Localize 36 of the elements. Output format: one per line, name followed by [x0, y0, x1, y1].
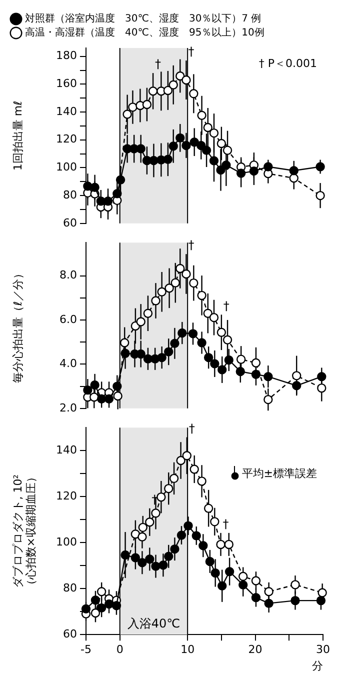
band-label: 入浴40℃ — [127, 616, 180, 631]
x-tick-label: 0 — [116, 643, 124, 656]
annotation: 平均±標準誤差 — [242, 466, 317, 481]
y-tick-label: 60 — [63, 627, 77, 640]
annotation: † — [188, 44, 194, 59]
x-tick-label: 20 — [248, 643, 262, 656]
y-axis-title: 1回拍出量 mℓ — [11, 100, 24, 171]
legend-label: 対照群（浴室内温度 30℃、湿度 30％以下）7 例 — [25, 12, 262, 25]
annotation: † — [223, 298, 230, 313]
annotation: † — [188, 421, 195, 436]
y-tick-label: 180 — [56, 49, 77, 62]
y-tick-label: 2.0 — [60, 401, 77, 414]
annotation: † — [188, 238, 194, 252]
annotation: † P＜0.001 — [258, 56, 317, 71]
y-tick-label: 100 — [56, 160, 77, 174]
y-tick-label: 140 — [56, 104, 77, 118]
y-tick-label: 120 — [56, 489, 77, 502]
y-tick-label: 100 — [56, 535, 77, 548]
x-axis-title: 分 — [312, 659, 323, 672]
x-tick-label: 30 — [316, 643, 330, 656]
y-tick-label: 120 — [56, 132, 77, 146]
y-tick-label: 160 — [56, 77, 77, 90]
annotation: † — [155, 57, 162, 72]
y-axis-title: 毎分心拍出量（ℓ／分） — [11, 268, 24, 383]
legend-label: 高温・高湿群（温度 40℃、湿度 95％以上）10例 — [25, 26, 264, 39]
y-tick-label: 6.0 — [60, 312, 77, 326]
y-tick-label: 4.0 — [60, 357, 77, 370]
y-axis-title: ダブロプロダクト, 10² （心拍数×収縮期血圧） — [11, 471, 38, 591]
y-tick-label: 60 — [63, 216, 77, 230]
x-tick-label: -5 — [80, 643, 92, 656]
y-tick-label: 8.0 — [60, 268, 77, 282]
y-tick-label: 80 — [63, 581, 77, 594]
annotation: † — [222, 517, 229, 532]
y-tick-label: 80 — [63, 188, 77, 202]
x-tick-label: 10 — [180, 643, 195, 656]
y-tick-label: 140 — [56, 443, 77, 456]
